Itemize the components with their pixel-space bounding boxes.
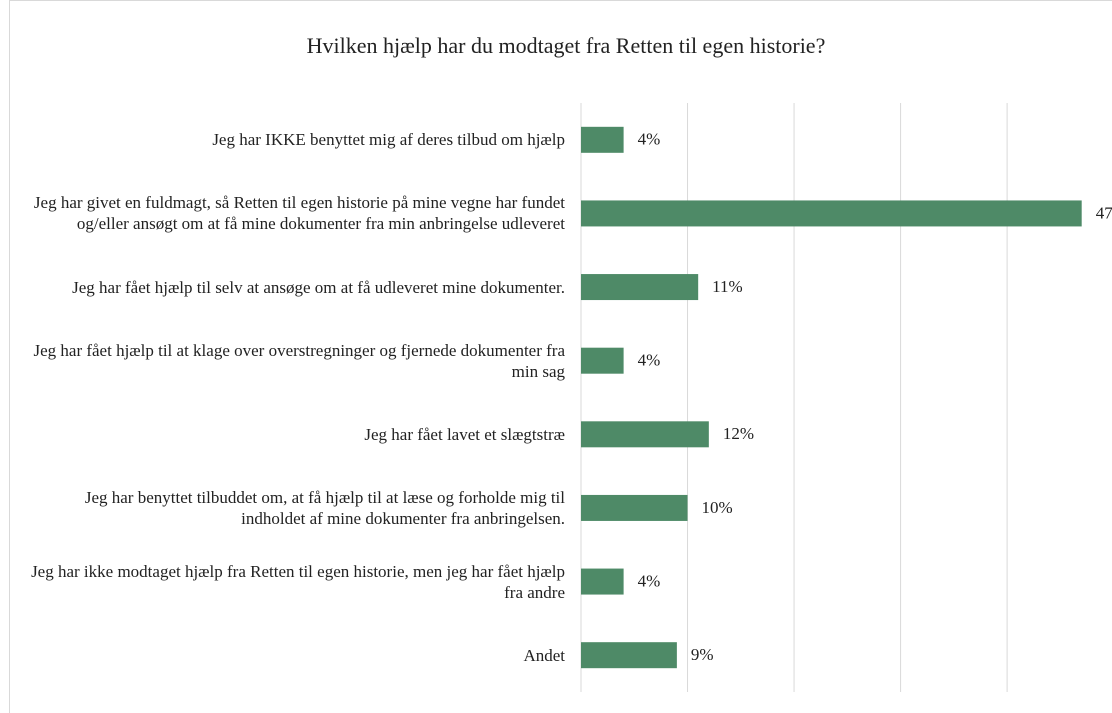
data-label: 47% — [1096, 203, 1112, 222]
category-label: Jeg har fået lavet et slægtstræ — [364, 424, 565, 444]
bar — [581, 274, 699, 301]
chart-title: Hvilken hjælp har du modtaget fra Retten… — [307, 33, 826, 58]
data-label: 4% — [638, 571, 661, 590]
bar — [581, 494, 688, 521]
bar — [581, 421, 709, 448]
category-label: Jeg har givet en fuldmagt, så Retten til… — [33, 193, 565, 234]
bar — [581, 126, 624, 153]
bar — [581, 642, 677, 669]
category-label: Jeg har IKKE benyttet mig af deres tilbu… — [212, 130, 565, 150]
category-label: Jeg har ikke modtaget hjælp fra Retten t… — [31, 561, 565, 602]
data-label: 9% — [691, 645, 714, 664]
data-label: 4% — [638, 130, 661, 149]
data-label: 10% — [702, 498, 733, 517]
category-label: Jeg har fået hjælp til selv at ansøge om… — [72, 277, 565, 297]
bar — [581, 347, 624, 374]
category-label: Andet — [523, 645, 565, 665]
bar — [581, 200, 1082, 227]
chart-frame — [9, 0, 1112, 713]
data-label: 11% — [712, 277, 743, 296]
data-label: 12% — [723, 424, 754, 443]
bar — [581, 568, 624, 595]
category-label: Jeg har fået hjælp til at klage over ove… — [33, 340, 565, 381]
category-label: Jeg har benyttet tilbuddet om, at få hjæ… — [84, 487, 565, 528]
data-label: 4% — [638, 351, 661, 370]
